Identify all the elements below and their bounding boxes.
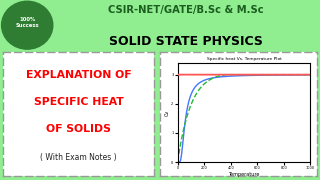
Title: Specific heat Vs. Temperature Plot: Specific heat Vs. Temperature Plot: [207, 57, 281, 61]
Text: OF SOLIDS: OF SOLIDS: [46, 124, 111, 134]
Text: CSIR-NET/GATE/B.Sc & M.Sc: CSIR-NET/GATE/B.Sc & M.Sc: [108, 5, 263, 15]
Text: SOLID STATE PHYSICS: SOLID STATE PHYSICS: [109, 35, 262, 48]
X-axis label: Temperature: Temperature: [228, 172, 260, 177]
Text: SPECIFIC HEAT: SPECIFIC HEAT: [34, 97, 123, 107]
Text: EXPLANATION OF: EXPLANATION OF: [26, 69, 131, 80]
Text: 100%
Success: 100% Success: [15, 17, 39, 28]
Text: ( With Exam Notes ): ( With Exam Notes ): [40, 153, 117, 162]
Ellipse shape: [2, 1, 53, 49]
Y-axis label: Cv: Cv: [165, 109, 170, 116]
